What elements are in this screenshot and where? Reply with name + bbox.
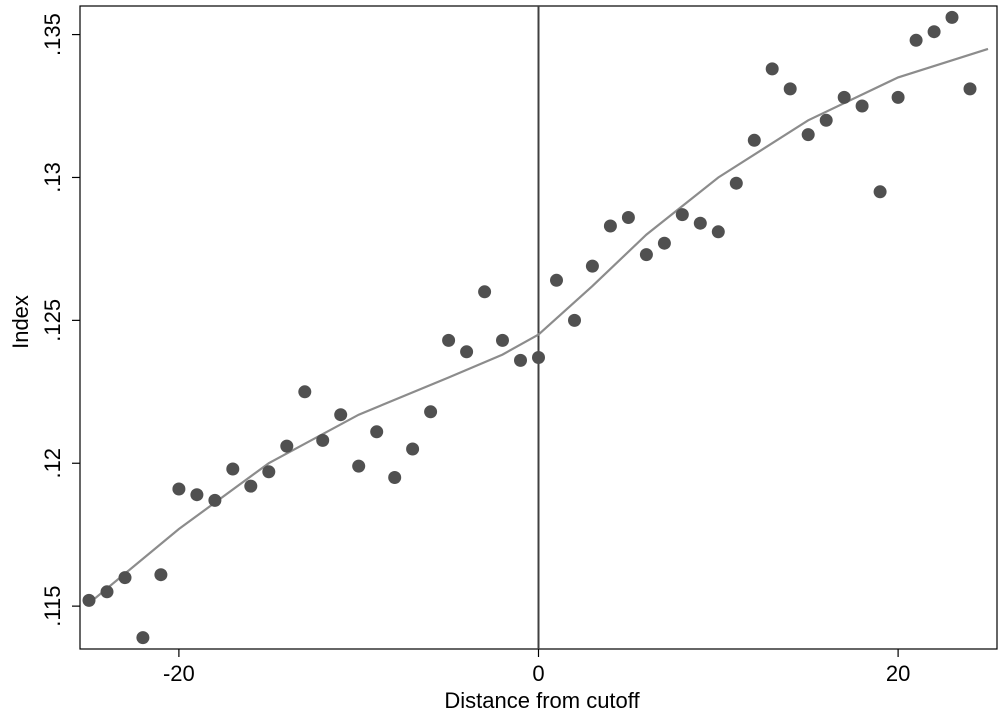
y-axis: .115 .12 .125 .13 .135 [40,13,80,627]
data-point [873,185,887,199]
data-point [136,631,150,645]
plot-series [82,10,989,645]
data-point [478,285,492,299]
data-point [424,405,438,419]
x-tick-label: 20 [886,661,910,686]
data-point [621,211,635,224]
data-point [298,385,312,399]
data-point [514,353,527,367]
data-point [370,425,384,439]
data-point [172,482,186,496]
y-tick-label: .115 [40,586,65,627]
data-point [532,351,545,364]
data-point [693,216,707,230]
data-point [100,585,114,599]
data-point [82,593,96,607]
fit-line-2 [537,47,989,336]
data-point [747,133,761,147]
data-point [190,488,204,502]
data-point [801,128,815,142]
data-point [657,236,671,250]
data-point [891,90,905,104]
x-tick-label: 0 [532,661,544,686]
y-axis-label: Index [8,295,33,349]
data-point [208,493,222,507]
data-point [280,439,294,453]
data-point [388,471,402,484]
data-point [765,62,779,76]
data-point [963,82,977,96]
data-point [783,82,797,96]
data-point [460,345,474,359]
data-point [927,25,941,39]
data-point [909,33,923,47]
data-point [118,571,132,585]
data-point [262,465,276,479]
data-point [675,208,689,222]
fit-line-1 [88,333,540,605]
data-point [855,99,869,113]
data-point [226,462,240,476]
data-point [334,408,348,422]
y-tick-label: .13 [40,162,65,193]
data-point [711,225,725,239]
data-point [550,273,563,287]
data-point [154,568,168,582]
data-point [729,176,743,190]
y-tick-label: .125 [40,299,65,342]
data-point [316,433,330,447]
y-tick-label: .12 [40,448,65,479]
data-point [244,479,258,493]
data-point [496,333,509,347]
data-point [639,248,653,262]
x-tick-label: -20 [163,661,195,686]
x-axis-label: Distance from cutoff [444,688,640,713]
data-point [568,313,581,327]
data-point [352,459,366,473]
data-point [819,113,833,127]
data-point [945,10,959,24]
data-point [837,90,851,104]
data-point [406,442,420,456]
data-point [442,333,456,347]
y-tick-label: .135 [40,13,65,56]
x-axis: -20 0 20 [163,649,910,686]
data-point [585,259,599,273]
data-point [603,219,617,233]
